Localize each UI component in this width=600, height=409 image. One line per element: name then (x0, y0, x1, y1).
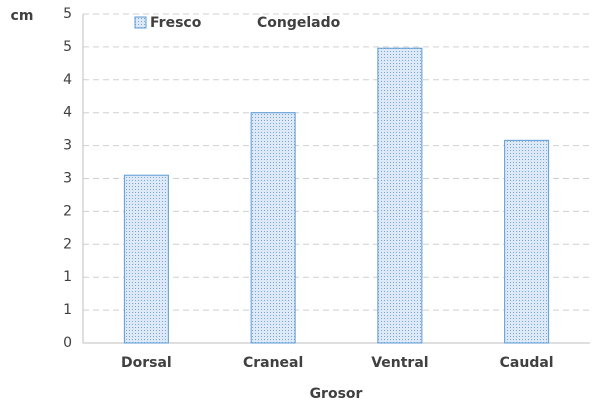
y-tick-label: 2 (63, 203, 72, 219)
legend-swatch (134, 16, 147, 29)
y-tick-label: 1 (63, 269, 72, 285)
x-tick-label: Craneal (243, 355, 303, 371)
y-tick-label: 4 (63, 72, 72, 88)
x-axis-label: Grosor (310, 386, 363, 402)
y-tick-label: 1 (63, 302, 72, 318)
y-tick-label: 3 (63, 171, 72, 187)
y-axis-label: cm (11, 8, 34, 24)
bar (250, 112, 296, 344)
y-tick-label: 5 (63, 39, 72, 55)
bar (504, 139, 550, 344)
y-tick-label: 4 (63, 105, 72, 121)
y-tick-label: 5 (63, 6, 72, 22)
legend-label: Fresco (150, 15, 202, 31)
x-tick-label: Ventral (371, 355, 428, 371)
legend-label: Congelado (257, 15, 341, 31)
x-tick-label: Caudal (500, 355, 554, 371)
y-tick-label: 0 (63, 335, 72, 351)
bar (377, 47, 423, 344)
x-tick-label: Dorsal (121, 355, 172, 371)
y-tick-label: 2 (63, 236, 72, 252)
y-tick-label: 3 (63, 138, 72, 154)
bar (123, 174, 169, 344)
